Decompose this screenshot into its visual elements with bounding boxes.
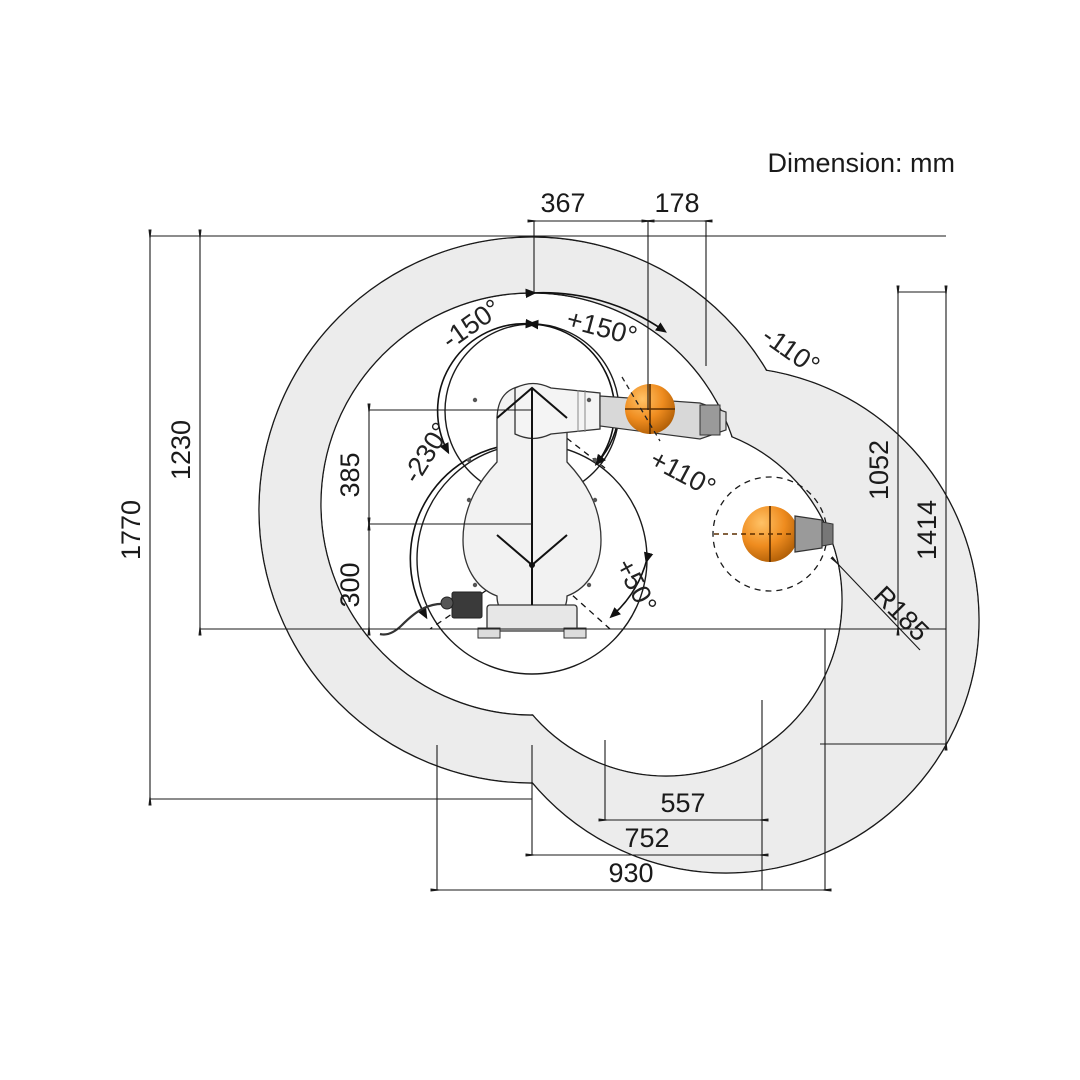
svg-text:1052: 1052 — [864, 440, 894, 500]
svg-text:367: 367 — [540, 188, 585, 218]
svg-text:Dimension: mm: Dimension: mm — [767, 148, 955, 178]
svg-text:300: 300 — [335, 562, 365, 607]
svg-text:1414: 1414 — [912, 500, 942, 560]
svg-text:752: 752 — [624, 823, 669, 853]
svg-text:557: 557 — [660, 788, 705, 818]
svg-text:178: 178 — [654, 188, 699, 218]
svg-text:1770: 1770 — [116, 500, 146, 560]
svg-text:385: 385 — [335, 452, 365, 497]
svg-text:930: 930 — [608, 858, 653, 888]
svg-text:1230: 1230 — [166, 420, 196, 480]
